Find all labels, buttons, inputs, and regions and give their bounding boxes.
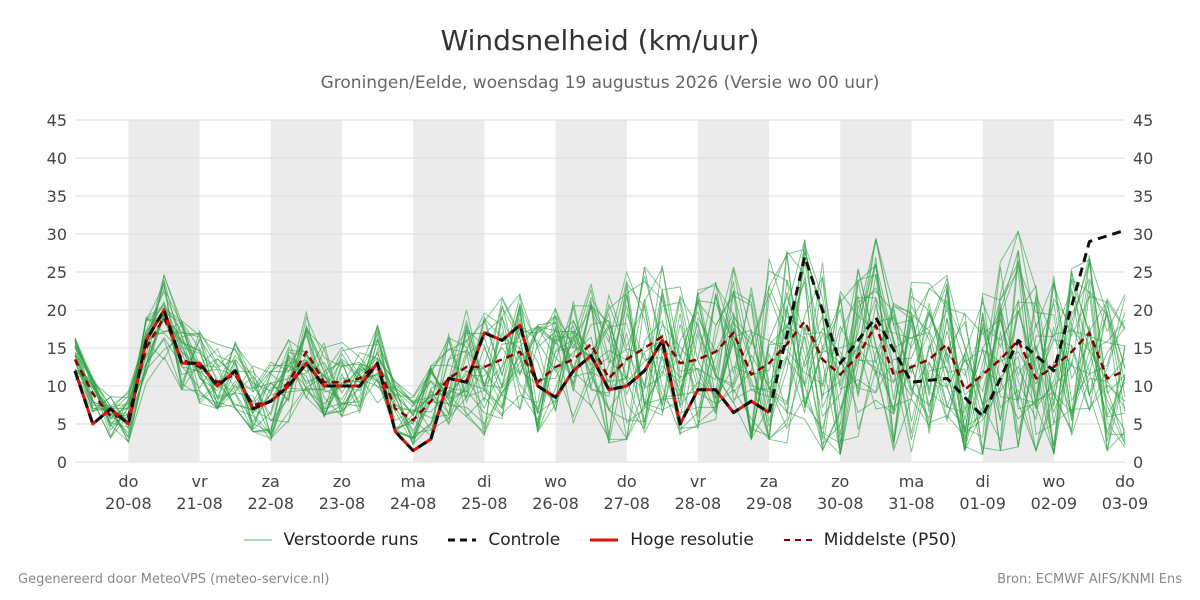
perturbed-run-line [74, 258, 1126, 444]
perturbed-run-line [74, 254, 1126, 453]
x-tick-day: do [1115, 472, 1135, 491]
legend-label-median: Middelste (P50) [823, 530, 957, 550]
legend-label-perturbed: Verstoorde runs [283, 530, 419, 550]
legend-label-control: Controle [488, 530, 561, 550]
y-tick-label-right: 45 [1133, 111, 1153, 130]
shaded-band [982, 120, 1054, 462]
chart-subtitle: Groningen/Eelde, woensdag 19 augustus 20… [320, 73, 880, 93]
x-tick-date: 21-08 [176, 494, 223, 513]
x-tick-day: wo [1042, 472, 1065, 491]
y-tick-label-right: 30 [1133, 225, 1153, 244]
chart-title: Windsnelheid (km/uur) [440, 24, 760, 57]
y-tick-label-left: 40 [47, 149, 67, 168]
x-tick-date: 02-09 [1031, 494, 1078, 513]
x-tick-date: 29-08 [746, 494, 793, 513]
x-tick-day: do [617, 472, 637, 491]
x-tick-date: 30-08 [817, 494, 864, 513]
y-tick-label-right: 35 [1133, 187, 1153, 206]
y-tick-label-left: 15 [47, 339, 67, 358]
legend-item-highres[interactable]: Hoge resolutie [590, 530, 754, 550]
x-tick-date: 01-09 [959, 494, 1006, 513]
legend-median-swatch [783, 539, 812, 541]
x-tick-date: 20-08 [105, 494, 152, 513]
x-tick-day: di [975, 472, 990, 491]
x-tick-day: ma [400, 472, 425, 491]
x-tick-date: 03-09 [1102, 494, 1149, 513]
x-tick-date: 27-08 [603, 494, 650, 513]
x-tick-date: 31-08 [888, 494, 935, 513]
x-tick-day: vr [690, 472, 706, 491]
legend-highres-swatch [590, 538, 619, 542]
x-tick-day: za [760, 472, 778, 491]
x-tick-day: zo [831, 472, 849, 491]
y-tick-label-right: 15 [1133, 339, 1153, 358]
legend-item-median[interactable]: Middelste (P50) [783, 530, 957, 550]
x-tick-date: 25-08 [461, 494, 508, 513]
legend-perturbed-swatch [243, 539, 272, 541]
legend-item-perturbed[interactable]: Verstoorde runs [243, 530, 419, 550]
perturbed-run-line [74, 252, 1126, 440]
y-tick-label-right: 25 [1133, 263, 1153, 282]
perturbed-run-line [74, 251, 1126, 451]
legend-control-swatch [448, 538, 477, 542]
x-tick-date: 23-08 [319, 494, 366, 513]
x-tick-day: ma [899, 472, 924, 491]
footer-source: Bron: ECMWF AIFS/KNMI Ens [997, 572, 1182, 587]
x-tick-date: 24-08 [390, 494, 437, 513]
x-tick-day: vr [192, 472, 208, 491]
y-tick-label-left: 0 [57, 453, 67, 472]
x-tick-date: 28-08 [675, 494, 722, 513]
y-tick-label-right: 20 [1133, 301, 1153, 320]
control-line [73, 228, 1126, 453]
perturbed-run-line [74, 298, 1126, 455]
y-tick-label-left: 5 [57, 415, 67, 434]
y-tick-label-left: 45 [47, 111, 67, 130]
footer-generated-by: Gegenereerd door MeteoVPS (meteo-service… [18, 572, 330, 587]
y-tick-label-left: 30 [47, 225, 67, 244]
x-tick-date: 26-08 [532, 494, 579, 513]
x-tick-day: zo [333, 472, 351, 491]
x-tick-day: wo [544, 472, 567, 491]
y-tick-label-right: 40 [1133, 149, 1153, 168]
legend-label-highres: Hoge resolutie [630, 530, 754, 550]
y-tick-label-left: 20 [47, 301, 67, 320]
x-tick-day: do [118, 472, 138, 491]
legend-item-control[interactable]: Controle [448, 530, 560, 550]
y-tick-label-right: 0 [1133, 453, 1143, 472]
x-tick-date: 22-08 [248, 494, 295, 513]
legend: Verstoorde runs Controle Hoge resolutie … [0, 530, 1200, 550]
y-tick-label-right: 5 [1133, 415, 1143, 434]
x-tick-day: di [477, 472, 492, 491]
y-tick-label-left: 25 [47, 263, 67, 282]
perturbed-run-line [74, 262, 1126, 453]
perturbed-run-line [74, 276, 1126, 441]
perturbed-run-line [74, 256, 1126, 455]
y-tick-label-left: 10 [47, 377, 67, 396]
y-tick-label-right: 10 [1133, 377, 1153, 396]
y-tick-label-left: 35 [47, 187, 67, 206]
x-tick-day: za [262, 472, 280, 491]
